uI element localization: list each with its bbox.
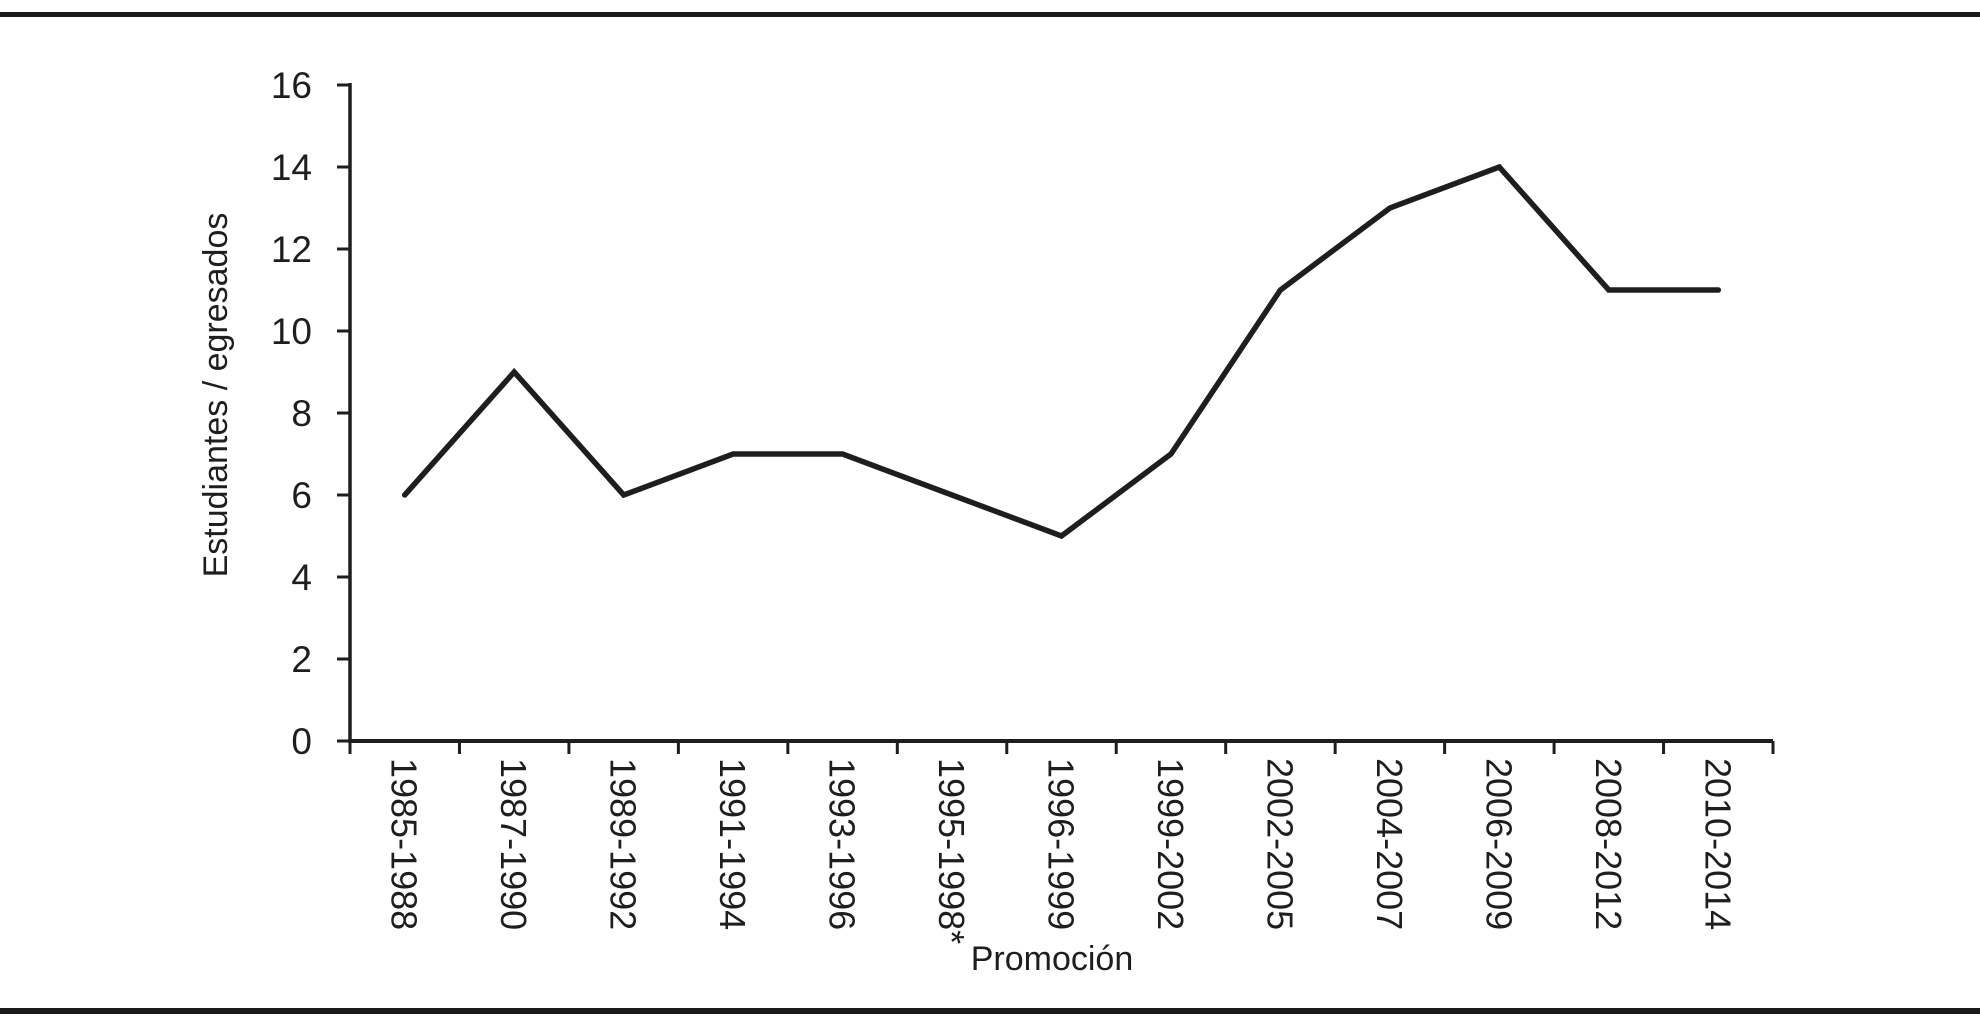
x-category-label: 2006-2009 <box>1478 758 1519 930</box>
y-axis-title: Estudiantes / egresados <box>197 213 235 578</box>
y-tick-label: 14 <box>271 147 312 188</box>
x-category-label: 1996-1999 <box>1041 758 1082 930</box>
y-tick-label: 6 <box>291 475 312 516</box>
y-tick-label: 16 <box>271 65 312 106</box>
labels-layer: 0 2 4 6 8 10 12 14 16 1985-1988 1987-1990 1989-1992… <box>271 65 1738 944</box>
y-tick-label: 2 <box>291 639 312 680</box>
data-line <box>401 163 1722 540</box>
x-category-label: 1999-2002 <box>1150 758 1191 930</box>
y-tick-label: 8 <box>291 393 312 434</box>
series-layer <box>401 163 1722 540</box>
x-category-label: 1995-1998* <box>931 758 972 944</box>
x-category-label: 1989-1992 <box>603 758 644 930</box>
y-tick-label: 4 <box>291 557 312 598</box>
y-tick-label: 10 <box>271 311 312 352</box>
y-tick-label: 12 <box>271 229 312 270</box>
x-category-label: 1991-1994 <box>712 758 753 930</box>
x-category-label: 2004-2007 <box>1369 758 1410 930</box>
x-category-label: 2002-2005 <box>1259 758 1300 930</box>
bottom-border-rule <box>0 1008 1980 1014</box>
y-tick-label: 0 <box>291 721 312 762</box>
x-category-label: 2008-2012 <box>1588 758 1629 930</box>
x-category-label: 2010-2014 <box>1697 758 1738 930</box>
axes-layer <box>348 83 1773 743</box>
top-border-rule <box>0 12 1980 17</box>
x-category-label: 1993-1996 <box>822 758 863 930</box>
x-category-label: 1987-1990 <box>493 758 534 930</box>
ticks-layer <box>337 83 1775 754</box>
x-category-label: 1985-1988 <box>384 758 425 930</box>
x-axis-title: Promoción <box>971 940 1134 978</box>
